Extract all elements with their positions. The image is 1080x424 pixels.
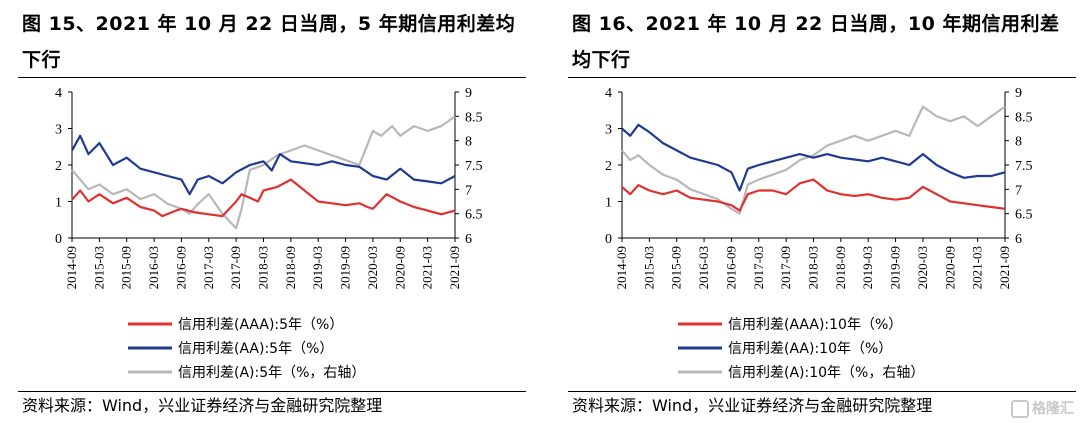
- x-tick-label: 2014-09: [64, 246, 79, 289]
- x-tick-label: 2021-03: [420, 246, 435, 289]
- watermark-text: 格隆汇: [1032, 401, 1074, 417]
- x-tick-label: 2020-03: [915, 246, 930, 289]
- x-tick-label: 2015-09: [119, 246, 134, 289]
- series-line: [621, 178, 1006, 212]
- x-tick-label: 2016-09: [723, 246, 738, 289]
- x-tick-label: 2021-09: [447, 246, 462, 289]
- source-note: 资料来源：Wind，兴业证券经济与金融研究院整理: [572, 396, 933, 415]
- x-tick-label: 2019-03: [860, 246, 875, 289]
- y-right-tick-label: 7: [1015, 183, 1022, 198]
- x-tick-label: 2020-09: [942, 246, 957, 289]
- x-tick-label: 2014-09: [614, 246, 629, 289]
- x-tick-label: 2016-09: [173, 246, 188, 289]
- legend-label: 信用利差(A):5年（%，右轴）: [178, 365, 365, 381]
- bottom-divider: [568, 391, 1076, 392]
- y-right-tick-label: 7.5: [1015, 159, 1033, 174]
- y-right-tick-label: 8: [1015, 135, 1022, 150]
- watermark-logo: 格隆汇: [1011, 398, 1074, 418]
- x-tick-label: 2019-09: [338, 246, 353, 289]
- x-tick-label: 2018-03: [806, 246, 821, 289]
- y-left-tick-label: 0: [605, 232, 612, 247]
- series-line: [71, 134, 456, 196]
- y-right-tick-label: 8: [465, 135, 472, 150]
- y-right-tick-label: 7.5: [465, 159, 483, 174]
- x-tick-label: 2021-09: [997, 246, 1012, 289]
- chart-panel-10y: 图 16、2021 年 10 月 22 日当周，10 年期信用利差均下行 0 1 2…: [550, 0, 1080, 424]
- x-tick-label: 2019-09: [888, 246, 903, 289]
- x-tick-label: 2016-03: [146, 246, 161, 289]
- y-left-tick-label: 1: [55, 196, 62, 211]
- x-tick-label: 2015-03: [91, 246, 106, 289]
- legend-label: 信用利差(AAA):5年（%）: [178, 317, 343, 333]
- y-right-tick-label: 8.5: [1015, 110, 1033, 125]
- y-right-tick-label: 9: [465, 86, 472, 101]
- x-tick-label: 2017-03: [751, 246, 766, 289]
- series-line: [621, 105, 1006, 215]
- legend-label: 信用利差(A):10年（%，右轴）: [728, 365, 924, 381]
- series-line: [621, 123, 1006, 192]
- y-right-tick-label: 6.5: [465, 208, 483, 223]
- top-divider: [568, 77, 1076, 78]
- legend-label: 信用利差(AA):10年（%）: [728, 341, 892, 357]
- x-tick-label: 2017-09: [778, 246, 793, 289]
- x-tick-label: 2019-03: [310, 246, 325, 289]
- y-left-tick-label: 0: [55, 232, 62, 247]
- y-left-tick-label: 2: [55, 159, 62, 174]
- y-right-tick-label: 6.5: [1015, 208, 1033, 223]
- x-tick-label: 2015-09: [669, 246, 684, 289]
- y-left-tick-label: 1: [605, 196, 612, 211]
- x-tick-label: 2020-09: [392, 246, 407, 289]
- y-left-tick-label: 3: [605, 123, 612, 138]
- legend-label: 信用利差(AA):5年（%）: [178, 341, 333, 357]
- x-tick-label: 2017-03: [201, 246, 216, 289]
- y-left-tick-label: 2: [605, 159, 612, 174]
- y-left-tick-label: 3: [55, 123, 62, 138]
- y-right-tick-label: 7: [465, 183, 472, 198]
- y-right-tick-label: 9: [1015, 86, 1022, 101]
- chart-panel-5y: 图 15、2021 年 10 月 22 日当周，5 年期信用利差均下行 0 1 2 3…: [0, 0, 530, 424]
- series-line: [71, 115, 456, 230]
- x-tick-label: 2018-03: [256, 246, 271, 289]
- series-line: [71, 178, 456, 218]
- x-tick-label: 2021-03: [970, 246, 985, 289]
- chart-title: 图 16、2021 年 10 月 22 日当周，10 年期信用利差均下行: [572, 13, 1060, 71]
- line-chart-5y: 0 1 2 3 4 6 6.5 7 7.5 8 8.5 9 2014-09 2015-03 2015-09 2…: [55, 86, 483, 381]
- y-left-tick-label: 4: [55, 86, 62, 101]
- chart-title: 图 15、2021 年 10 月 22 日当周，5 年期信用利差均下行: [22, 13, 516, 71]
- x-tick-label: 2018-09: [833, 246, 848, 289]
- y-left-tick-label: 4: [605, 86, 612, 101]
- logo-icon: [1011, 400, 1029, 418]
- source-note: 资料来源：Wind，兴业证券经济与金融研究院整理: [22, 396, 383, 415]
- x-tick-label: 2018-09: [283, 246, 298, 289]
- top-divider: [18, 77, 526, 78]
- x-tick-label: 2015-03: [641, 246, 656, 289]
- y-right-tick-label: 6: [1015, 232, 1022, 247]
- legend-label: 信用利差(AAA):10年（%）: [728, 317, 902, 333]
- y-right-tick-label: 6: [465, 232, 472, 247]
- line-chart-10y: 0 1 2 3 4 6 6.5 7 7.5 8 8.5 9 2014-09 2015-03 2015-09 2…: [605, 86, 1033, 381]
- y-right-tick-label: 8.5: [465, 110, 483, 125]
- x-tick-label: 2017-09: [228, 246, 243, 289]
- bottom-divider: [18, 391, 526, 392]
- x-tick-label: 2016-03: [696, 246, 711, 289]
- x-tick-label: 2020-03: [365, 246, 380, 289]
